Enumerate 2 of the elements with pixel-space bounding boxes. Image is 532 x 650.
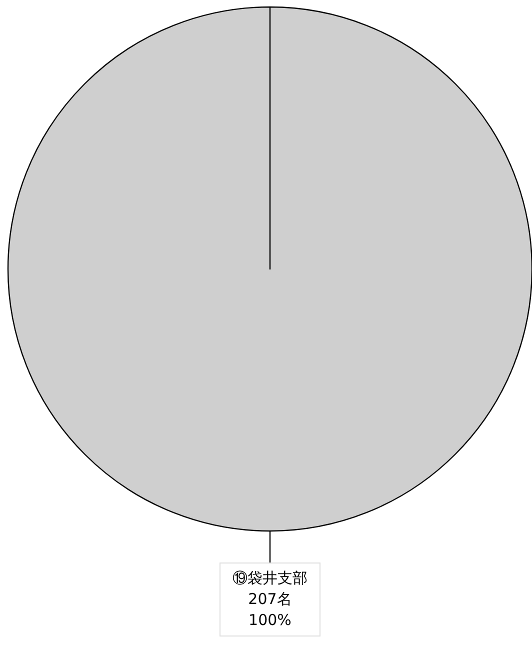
slice-label: ⑲袋井支部 [232,569,308,587]
data-label: 207名 100% [248,590,292,629]
